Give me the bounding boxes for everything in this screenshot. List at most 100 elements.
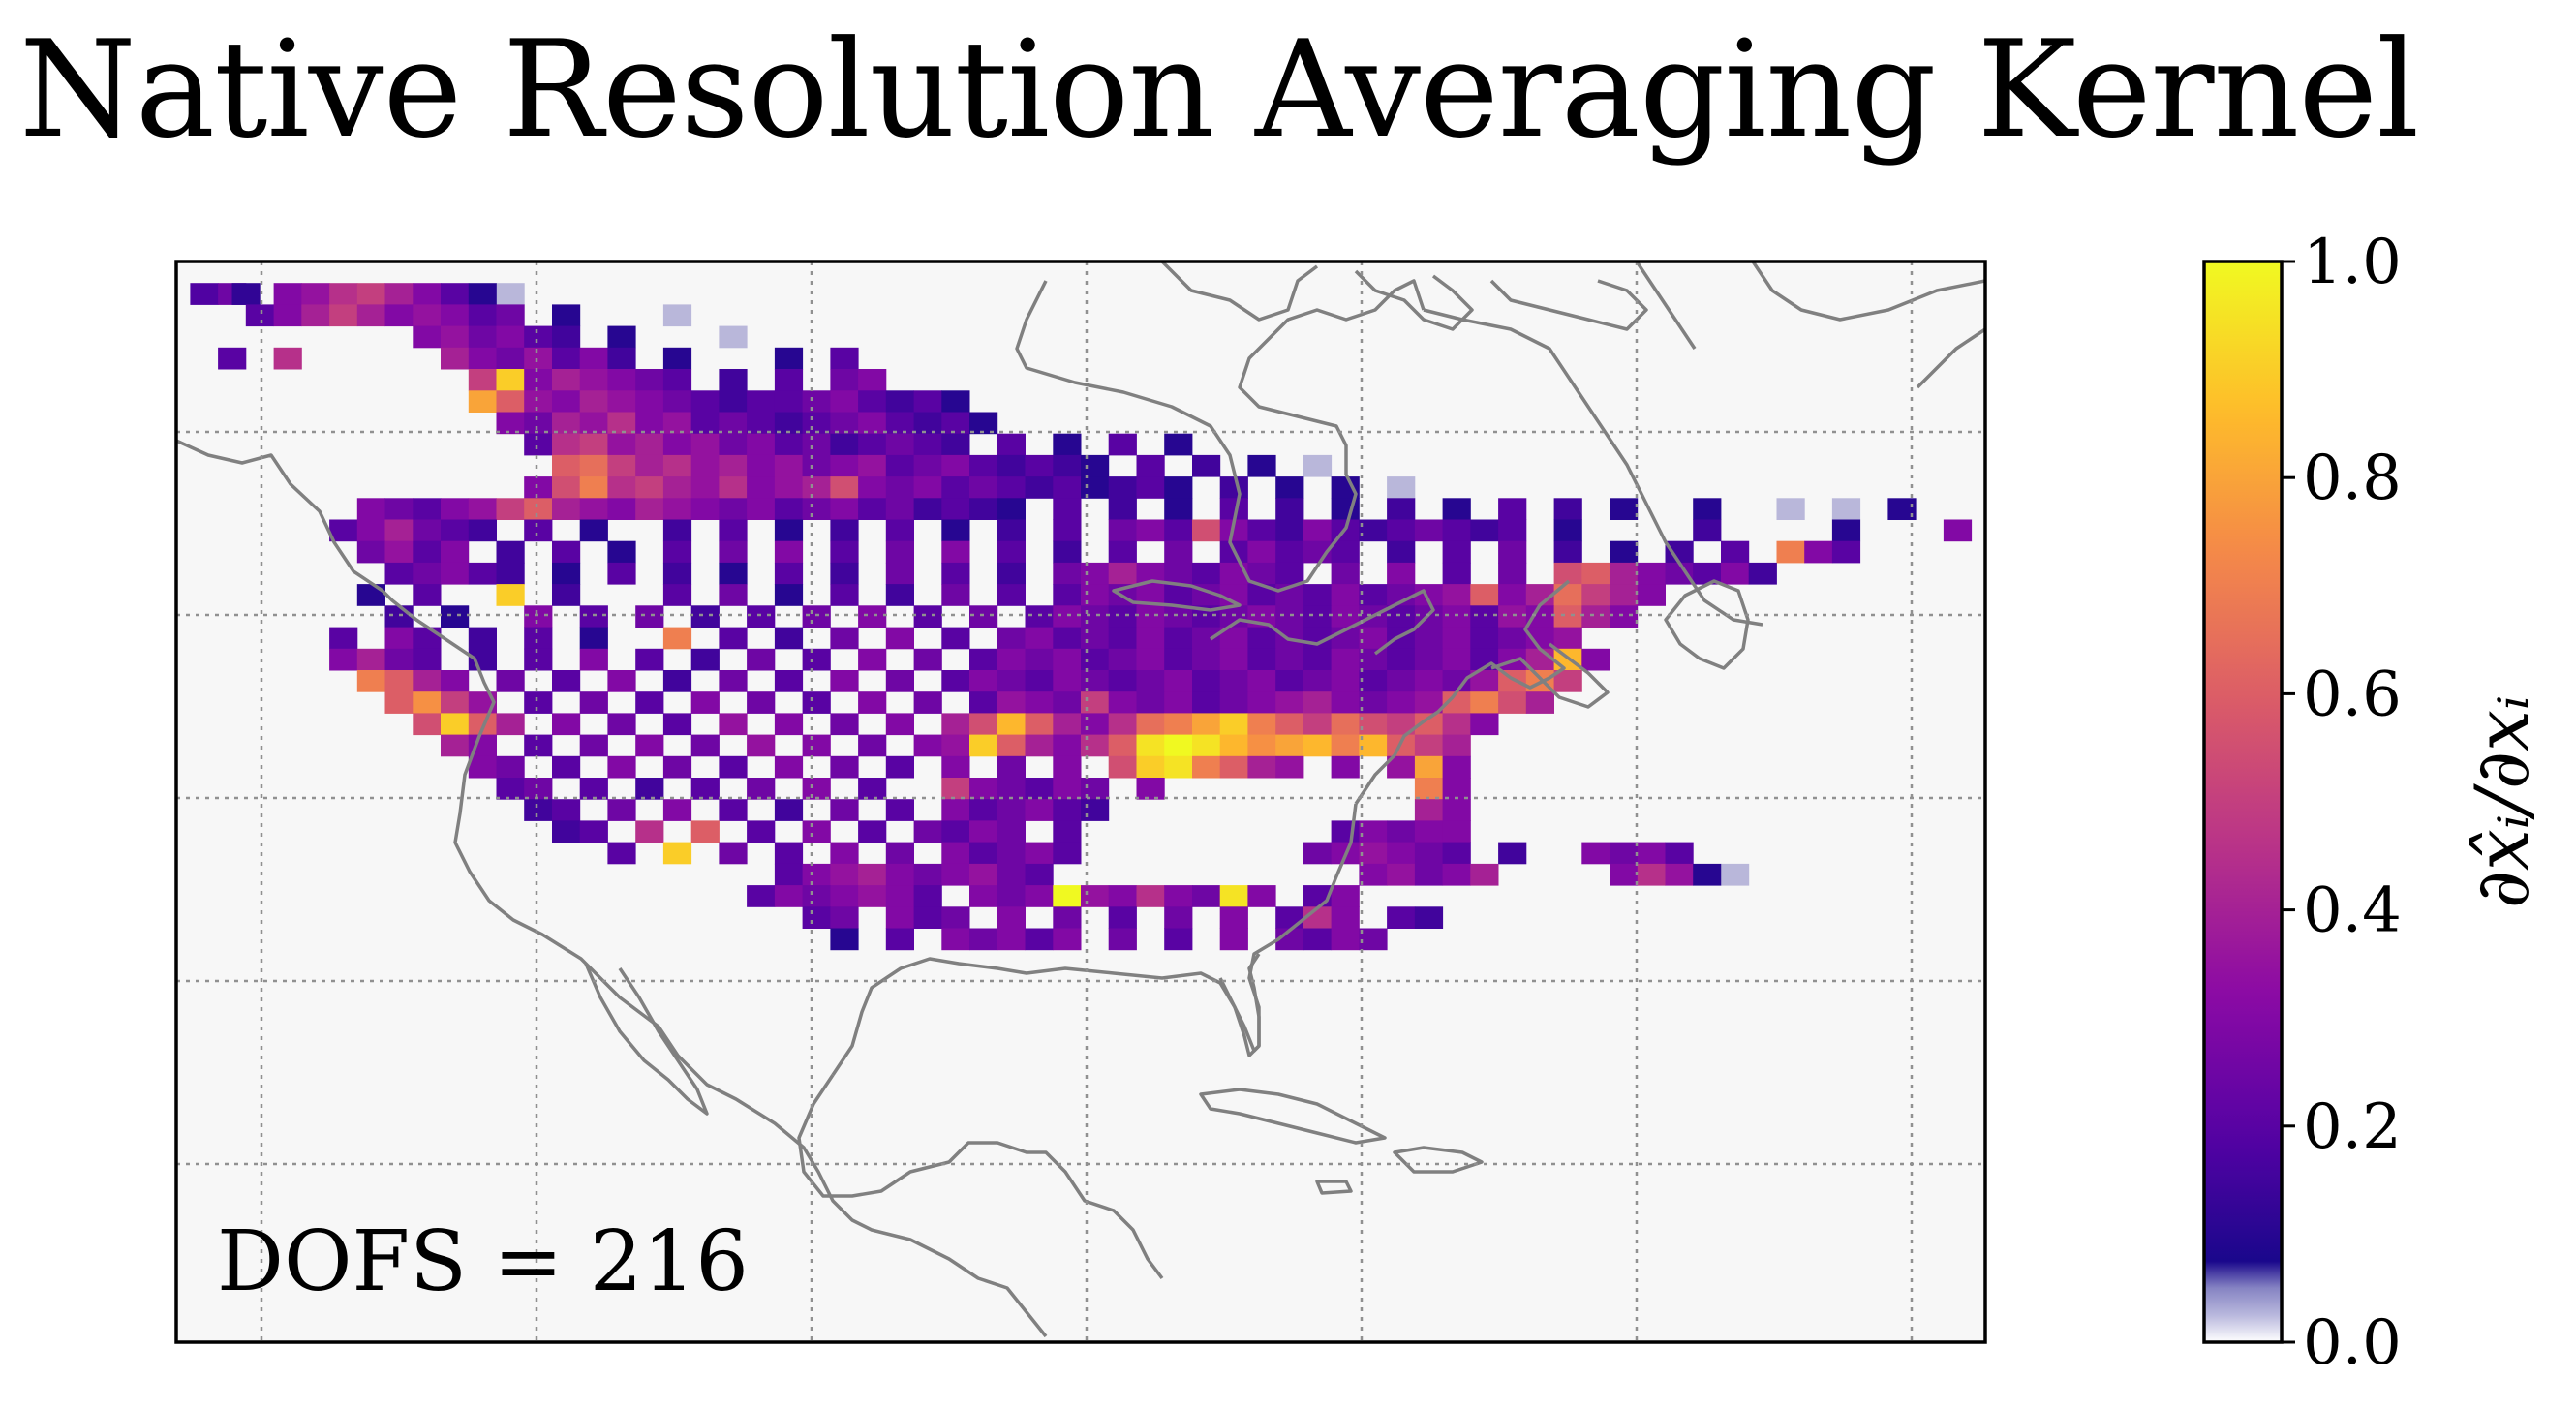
heatmap-cell xyxy=(1693,562,1722,585)
heatmap-cell xyxy=(1192,734,1221,757)
heatmap-cell xyxy=(719,540,748,564)
heatmap-cell xyxy=(1247,713,1276,736)
heatmap-cell xyxy=(885,885,914,907)
heatmap-cell xyxy=(941,906,970,929)
heatmap-cell xyxy=(579,498,608,520)
heatmap-cell xyxy=(1470,863,1499,886)
heatmap-cell xyxy=(858,369,887,391)
heatmap-cell xyxy=(579,476,608,499)
heatmap-cell xyxy=(662,755,692,779)
coastline-hudson-bay xyxy=(1015,279,1426,593)
heatmap-cell xyxy=(1581,648,1610,671)
heatmap-cell xyxy=(384,691,414,714)
heatmap-cell xyxy=(1219,498,1248,520)
heatmap-cell xyxy=(719,842,748,865)
heatmap-cell xyxy=(690,498,720,520)
heatmap-cell xyxy=(997,755,1026,779)
heatmap-cell xyxy=(1498,605,1527,628)
heatmap-cell xyxy=(579,691,608,714)
heatmap-cell xyxy=(1164,713,1193,736)
heatmap-cell xyxy=(384,562,414,585)
heatmap-cell xyxy=(1247,670,1276,692)
coastline-gulf xyxy=(831,803,1358,1076)
heatmap-cell xyxy=(1359,928,1388,951)
coastline-greenland-west xyxy=(1635,261,1697,350)
heatmap-cell xyxy=(997,820,1026,843)
heatmap-cell xyxy=(1414,648,1444,671)
heatmap-cell xyxy=(607,412,636,435)
heatmap-cell xyxy=(913,863,942,886)
heatmap-cell xyxy=(969,476,998,499)
heatmap-cell xyxy=(1610,863,1639,886)
chart-title: Native Resolution Averaging Kernel xyxy=(19,12,2419,168)
heatmap-cell xyxy=(1025,799,1054,821)
heatmap-cell xyxy=(913,691,942,714)
heatmap-cell xyxy=(273,283,302,305)
heatmap-cell xyxy=(579,605,608,628)
heatmap-cell xyxy=(1164,476,1193,499)
heatmap-cell xyxy=(1442,670,1471,692)
heatmap-cell xyxy=(1359,519,1388,542)
heatmap-cell xyxy=(1219,691,1248,714)
colorbar-tick-label: 0.8 xyxy=(2303,443,2402,514)
heatmap-cell xyxy=(329,304,358,327)
heatmap-cell xyxy=(1303,605,1333,628)
heatmap-cell xyxy=(1025,885,1054,907)
heatmap-cell xyxy=(1025,476,1054,499)
heatmap-cell xyxy=(1498,498,1527,520)
heatmap-cell xyxy=(607,476,636,499)
heatmap-cell xyxy=(1553,605,1582,628)
heatmap-cell xyxy=(997,648,1026,671)
heatmap-cell xyxy=(913,476,942,499)
heatmap-cell xyxy=(1025,928,1054,951)
heatmap-cell xyxy=(690,648,720,671)
heatmap-cell xyxy=(1581,842,1610,865)
heatmap-cell xyxy=(830,627,859,650)
heatmap-cell xyxy=(496,390,525,413)
heatmap-cell xyxy=(969,605,998,628)
heatmap-cell xyxy=(1025,842,1054,865)
heatmap-cell xyxy=(1081,713,1110,736)
heatmap-cell xyxy=(802,691,831,714)
heatmap-cell xyxy=(1164,498,1193,520)
heatmap-cell xyxy=(997,540,1026,564)
coastline-cuba xyxy=(1199,1088,1387,1145)
heatmap-cell xyxy=(747,390,776,413)
heatmap-cell xyxy=(468,347,497,370)
heatmap-cell xyxy=(1053,498,1082,520)
heatmap-cell xyxy=(747,454,776,477)
heatmap-cell xyxy=(635,498,664,520)
heatmap-cell xyxy=(1581,584,1610,606)
heatmap-cell xyxy=(413,713,442,736)
heatmap-cell xyxy=(1164,670,1193,692)
heatmap-cell xyxy=(468,519,497,542)
heatmap-cell xyxy=(802,498,831,520)
gridlines xyxy=(176,261,1985,1342)
dofs-annotation: DOFS = 216 xyxy=(217,1213,749,1310)
heatmap-cell xyxy=(1025,778,1054,800)
heatmap-cell xyxy=(1219,755,1248,779)
heatmap-cell xyxy=(607,498,636,520)
heatmap-cell xyxy=(1081,562,1110,585)
heatmap-cell xyxy=(1414,627,1444,650)
heatmap-cell xyxy=(969,648,998,671)
heatmap-cell xyxy=(1053,820,1082,843)
heatmap-cell xyxy=(496,755,525,779)
heatmap-cell xyxy=(441,304,470,327)
heatmap-cell xyxy=(747,885,776,907)
coastlines xyxy=(176,261,1985,1338)
heatmap-cell xyxy=(524,734,553,757)
heatmap-cell xyxy=(1442,691,1471,714)
heatmap-cell xyxy=(1387,562,1416,585)
heatmap-cell xyxy=(496,412,525,435)
heatmap-cell xyxy=(885,755,914,779)
heatmap-cell xyxy=(1498,842,1527,865)
heatmap-cell xyxy=(1331,885,1360,907)
heatmap-cell xyxy=(1303,734,1333,757)
heatmap-cell xyxy=(662,799,692,821)
heatmap-cell xyxy=(1442,648,1471,671)
heatmap-cell xyxy=(662,412,692,435)
heatmap-cell xyxy=(1804,540,1833,564)
heatmap-cell xyxy=(969,778,998,800)
heatmap-cell xyxy=(1470,605,1499,628)
